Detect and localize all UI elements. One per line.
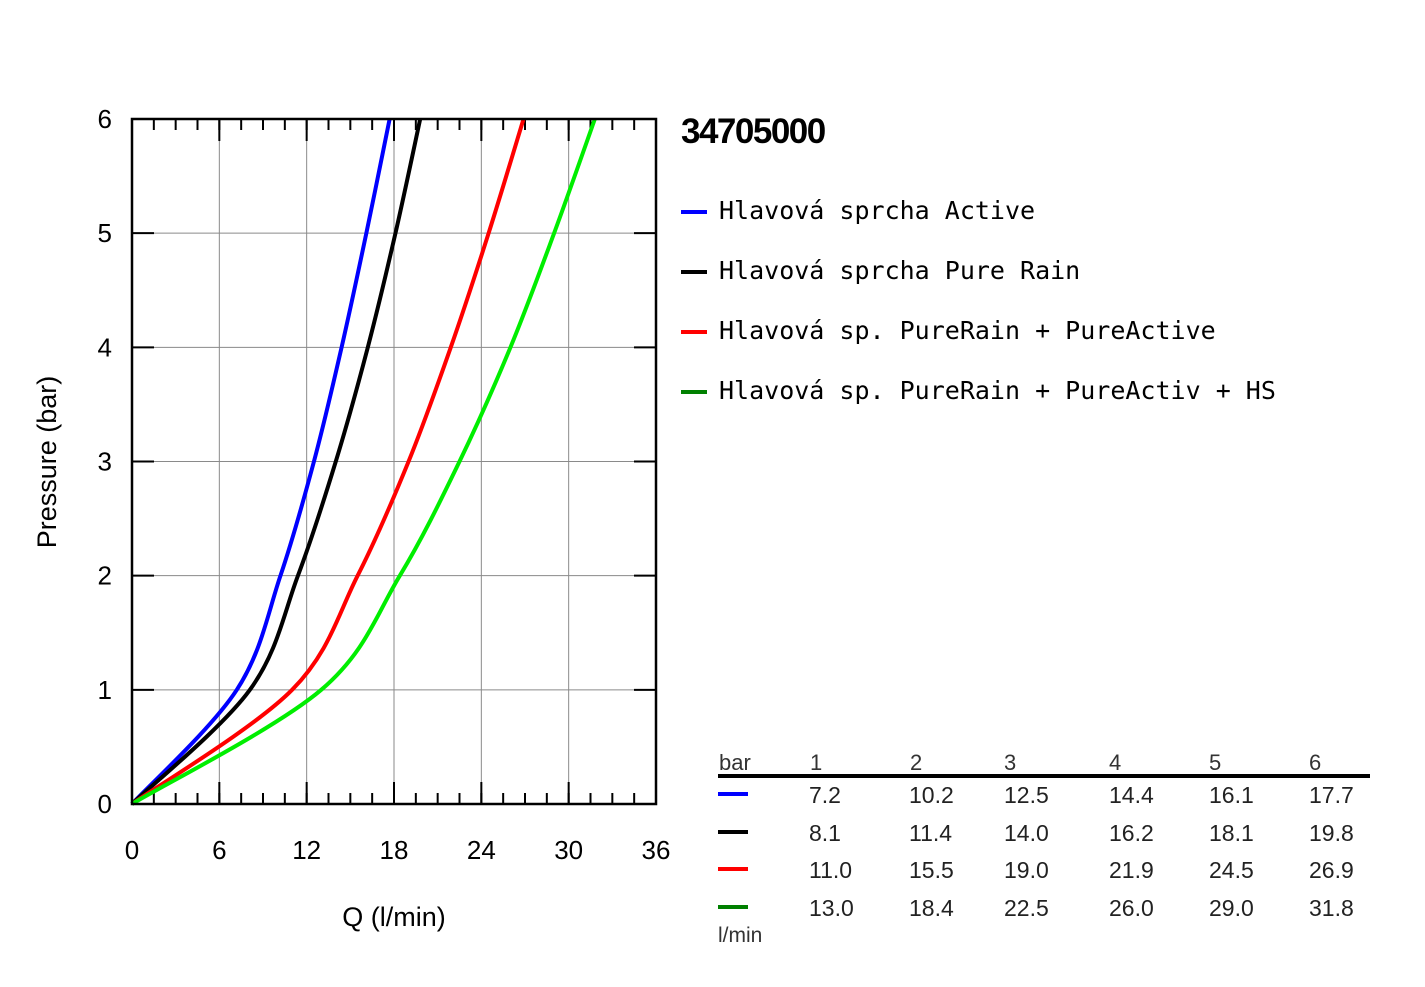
table-cell: 21.9 xyxy=(1109,857,1154,883)
legend-label: Hlavová sp. PureRain + PureActive xyxy=(719,316,1216,345)
column-header: 3 xyxy=(1004,750,1017,775)
row-swatch-red xyxy=(718,867,748,871)
x-tick-label: 30 xyxy=(554,835,583,865)
table-row: 13.0 18.4 22.5 26.0 29.0 31.8 xyxy=(718,891,1370,929)
table-row: 7.2 10.2 12.5 14.4 16.1 17.7 xyxy=(718,778,1370,816)
table-cell: 11.4 xyxy=(909,819,953,846)
table-cell: 11.0 xyxy=(809,857,853,883)
row-swatch-blue xyxy=(718,792,748,796)
y-tick-label: 6 xyxy=(98,104,112,134)
table-cell: 31.8 xyxy=(1309,894,1354,921)
legend-label: Hlavová sprcha Pure Rain xyxy=(719,256,1081,285)
legend-item: Hlavová sprcha Pure Rain xyxy=(681,256,1301,316)
table-cell: 18.1 xyxy=(1209,819,1254,846)
table-unit-label: l/min xyxy=(718,924,763,947)
table-cell: 8.1 xyxy=(809,819,841,846)
legend-swatch-red xyxy=(681,330,707,334)
table-cell: 19.8 xyxy=(1309,819,1354,846)
table-cell: 18.4 xyxy=(909,894,954,921)
table-cell: 7.2 xyxy=(809,782,841,808)
table-cell: 15.5 xyxy=(909,857,954,883)
legend-item: Hlavová sp. PureRain + PureActiv + HS xyxy=(681,376,1301,436)
row-swatch-green xyxy=(718,904,748,909)
table-cell: 10.2 xyxy=(909,782,954,808)
x-axis-title: Q (l/min) xyxy=(342,902,446,932)
chart-curves xyxy=(130,118,597,806)
column-header: 5 xyxy=(1209,750,1222,775)
table-cell: 16.1 xyxy=(1209,782,1254,808)
y-tick-label: 4 xyxy=(98,332,112,362)
legend-swatch-black xyxy=(681,270,707,274)
table-cell: 22.5 xyxy=(1004,894,1049,921)
legend-swatch-blue xyxy=(681,210,707,214)
table-cell: 19.0 xyxy=(1004,857,1049,883)
y-axis-title: Pressure (bar) xyxy=(32,376,62,549)
x-tick-label: 6 xyxy=(212,835,226,865)
series-line-4 xyxy=(130,118,597,806)
table-header: bar 1 2 3 4 5 6 xyxy=(718,748,1370,778)
table-cell: 13.0 xyxy=(809,894,854,921)
table-row: 11.0 15.5 19.0 21.9 24.5 26.9 xyxy=(718,853,1370,891)
x-tick-label: 36 xyxy=(642,835,670,865)
x-tick-label: 0 xyxy=(125,835,139,865)
row-swatch-black xyxy=(718,829,748,834)
table-row: 8.1 11.4 14.0 16.2 18.1 19.8 xyxy=(718,816,1370,854)
column-header: 4 xyxy=(1109,750,1122,775)
y-tick-labels: 0 1 2 3 4 5 6 xyxy=(98,104,112,819)
y-tick-label: 0 xyxy=(98,789,112,819)
flow-table: bar 1 2 3 4 5 6 7.2 10.2 12.5 14.4 16.1 … xyxy=(718,748,1370,928)
series-line-1 xyxy=(130,118,392,806)
y-tick-label: 3 xyxy=(98,447,112,477)
y-tick-label: 5 xyxy=(98,218,112,248)
table-cell: 26.0 xyxy=(1109,894,1154,921)
x-tick-label: 24 xyxy=(467,835,496,865)
y-tick-label: 1 xyxy=(98,675,112,705)
legend-item: Hlavová sprcha Active xyxy=(681,196,1301,256)
table-cell: 12.5 xyxy=(1004,782,1049,808)
column-header: 1 xyxy=(810,750,823,775)
table-cell: 16.2 xyxy=(1109,819,1154,846)
x-tick-label: 18 xyxy=(380,835,409,865)
table-cell: 29.0 xyxy=(1209,894,1254,921)
legend: Hlavová sprcha Active Hlavová sprcha Pur… xyxy=(681,196,1301,436)
table-cell: 24.5 xyxy=(1209,857,1254,883)
header-unit-bar: bar xyxy=(719,750,751,775)
series-line-2 xyxy=(130,118,423,806)
legend-label: Hlavová sprcha Active xyxy=(719,196,1036,225)
table-cell: 17.7 xyxy=(1309,782,1354,808)
table-cell: 14.0 xyxy=(1004,819,1049,846)
legend-label: Hlavová sp. PureRain + PureActiv + HS xyxy=(719,376,1276,405)
x-tick-label: 12 xyxy=(292,835,321,865)
x-tick-labels: 0 6 12 18 24 30 36 xyxy=(125,835,670,865)
series-line-3 xyxy=(130,118,526,806)
table-cell: 14.4 xyxy=(1109,782,1154,808)
table-cell: 26.9 xyxy=(1309,857,1354,883)
y-tick-label: 2 xyxy=(98,561,112,591)
column-header: 2 xyxy=(910,750,923,775)
legend-item: Hlavová sp. PureRain + PureActive xyxy=(681,316,1301,376)
chart-title: 34705000 xyxy=(681,112,826,151)
chart-grid xyxy=(131,118,657,805)
legend-swatch-green xyxy=(681,390,707,394)
plot-frame xyxy=(130,117,658,806)
column-header: 6 xyxy=(1309,750,1322,775)
